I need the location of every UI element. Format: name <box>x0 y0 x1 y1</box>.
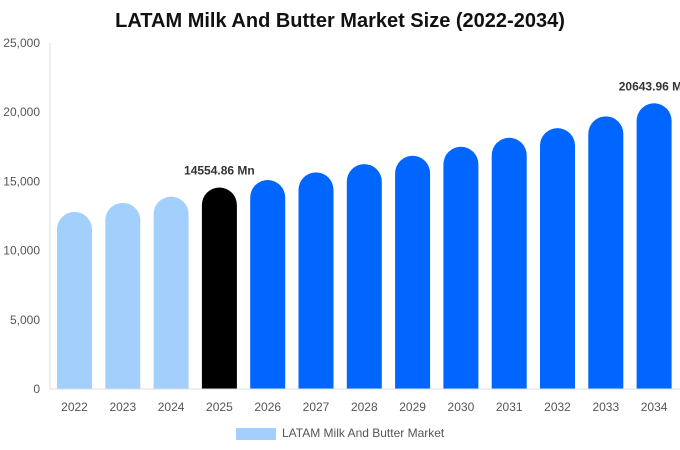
bar-2022[interactable] <box>57 211 92 389</box>
bar-2024[interactable] <box>153 196 189 389</box>
x-tick-label: 2023 <box>109 400 136 414</box>
bar-2027[interactable] <box>298 172 334 389</box>
x-tick-label: 2029 <box>399 400 426 414</box>
y-tick-label: 10,000 <box>3 244 40 258</box>
bar-2026[interactable] <box>250 180 286 389</box>
bar-2031[interactable] <box>491 137 527 389</box>
bar-2030[interactable] <box>443 146 479 389</box>
x-tick-label: 2027 <box>303 400 330 414</box>
bar-2029[interactable] <box>395 155 431 389</box>
bar-2032[interactable] <box>540 128 575 389</box>
legend[interactable]: LATAM Milk And Butter Market <box>236 426 445 440</box>
y-tick-label: 25,000 <box>3 36 40 50</box>
bar-2025[interactable] <box>201 187 237 389</box>
x-tick-label: 2032 <box>544 400 571 414</box>
bar-2028[interactable] <box>346 164 382 389</box>
y-tick-label: 20,000 <box>3 105 40 119</box>
y-tick-label: 5,000 <box>10 313 40 327</box>
data-labels: 14554.86 Mn 20643.96 Mn <box>184 79 680 177</box>
y-tick-label: 15,000 <box>3 174 40 188</box>
y-axis: 0 5,000 10,000 15,000 20,000 25,000 <box>3 36 51 396</box>
x-tick-label: 2024 <box>158 400 185 414</box>
legend-label: LATAM Milk And Butter Market <box>282 426 445 440</box>
chart-title: LATAM Milk And Butter Market Size (2022-… <box>115 10 565 32</box>
x-tick-label: 2033 <box>592 400 619 414</box>
bar-2023[interactable] <box>105 202 141 389</box>
data-label-2025: 14554.86 Mn <box>184 164 255 178</box>
legend-swatch <box>236 428 276 440</box>
bar-series <box>57 103 672 390</box>
bar-2034[interactable] <box>636 103 672 389</box>
x-tick-label: 2034 <box>641 400 668 414</box>
x-tick-label: 2025 <box>206 400 233 414</box>
x-axis: 2022 2023 2024 2025 2026 2027 2028 2029 2030 2031… <box>50 388 680 414</box>
x-tick-label: 2030 <box>448 400 475 414</box>
data-label-2034: 20643.96 Mn <box>619 79 680 93</box>
bar-2033[interactable] <box>588 116 624 390</box>
x-tick-label: 2026 <box>254 400 281 414</box>
x-tick-label: 2028 <box>351 400 378 414</box>
y-tick-label: 0 <box>33 382 40 396</box>
x-tick-label: 2031 <box>496 400 523 414</box>
x-tick-label: 2022 <box>61 400 88 414</box>
